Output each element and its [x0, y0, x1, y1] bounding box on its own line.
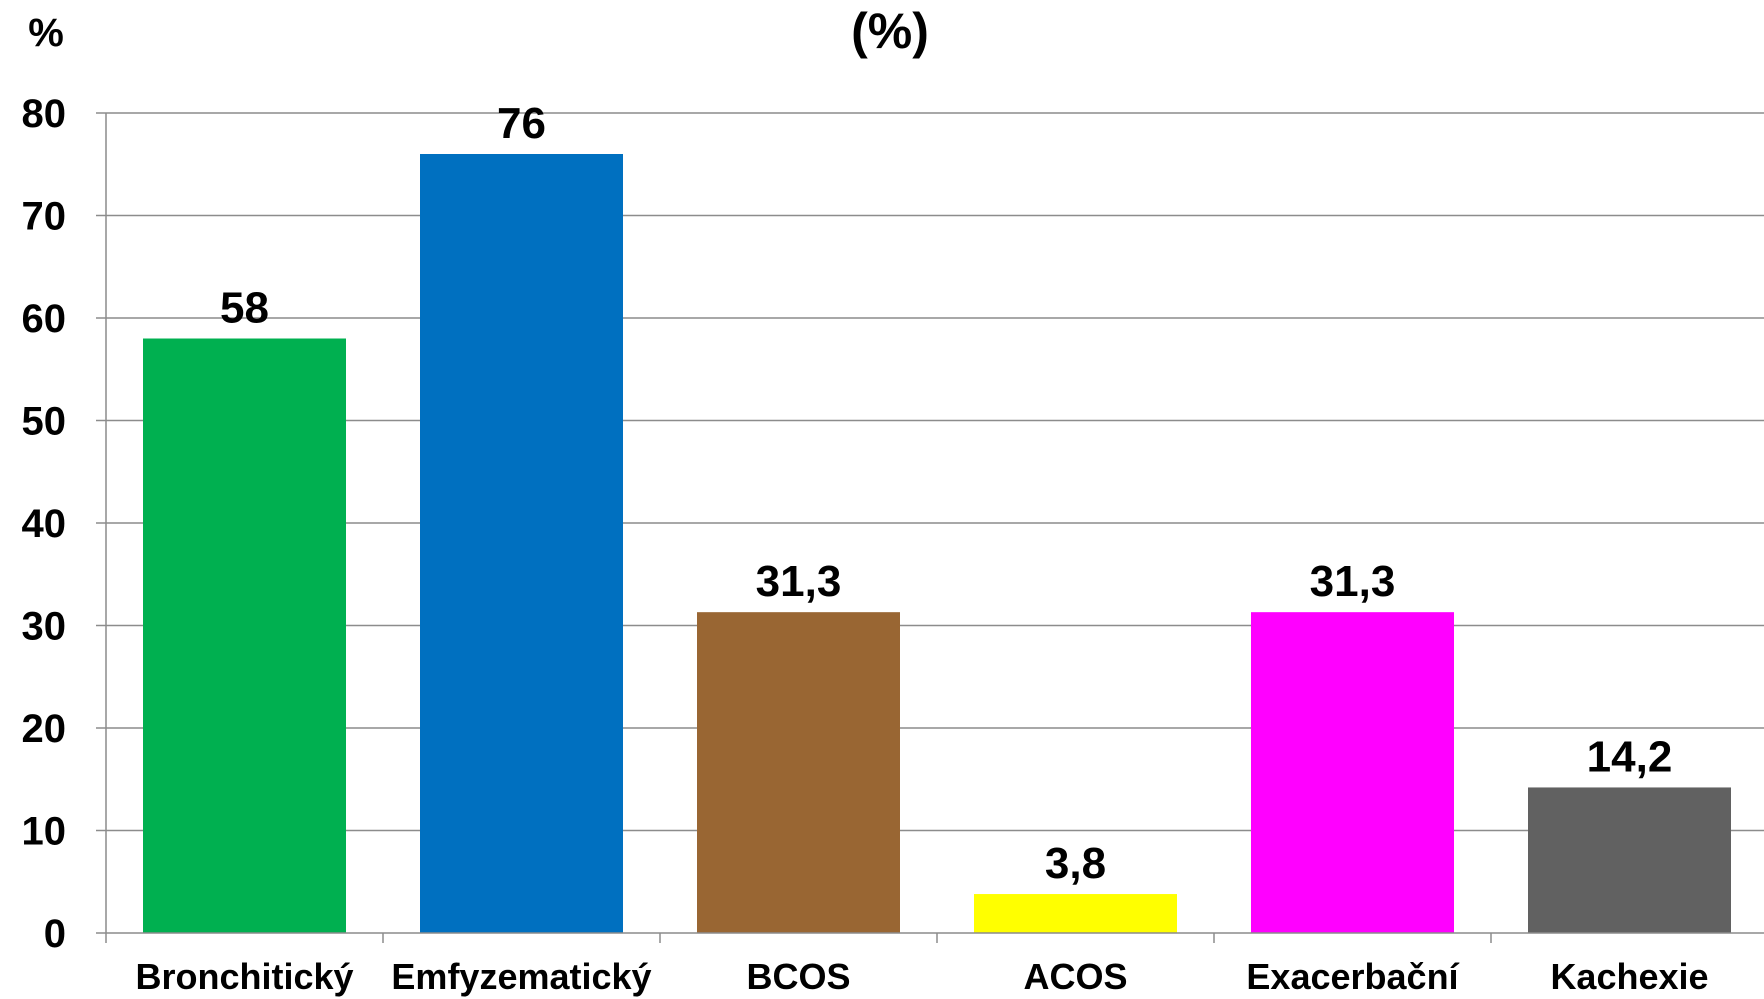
x-axis-labels: Bronchitický Emfyzematický BCOS ACOS Exacerb… — [135, 956, 1708, 997]
bar — [1251, 612, 1454, 933]
data-label: 76 — [497, 99, 546, 148]
gridlines — [106, 112, 1764, 832]
bar — [697, 612, 900, 933]
y-tick-label: 70 — [22, 195, 67, 239]
data-label: 58 — [220, 284, 269, 333]
y-tick-label: 40 — [22, 502, 67, 546]
bar — [420, 154, 623, 933]
bar — [143, 338, 346, 933]
x-tick-label: Bronchitický — [135, 956, 353, 997]
y-tick-label: 20 — [22, 707, 67, 751]
x-tick-label: Emfyzematický — [391, 956, 651, 997]
axes — [96, 112, 1764, 943]
x-tick-label: Exacerbační — [1246, 956, 1459, 997]
y-tick-label: 60 — [22, 297, 67, 341]
data-label: 31,3 — [1310, 557, 1396, 606]
y-tick-label: 0 — [44, 912, 66, 956]
y-tick-label: 30 — [22, 605, 67, 649]
x-tick-label: ACOS — [1023, 956, 1127, 997]
x-tick-label: Kachexie — [1550, 956, 1708, 997]
data-label: 14,2 — [1587, 732, 1673, 781]
bars — [143, 154, 1731, 933]
y-tick-label: 80 — [22, 92, 67, 136]
chart-title: (%) — [851, 3, 929, 59]
data-label: 31,3 — [756, 557, 842, 606]
value-labels: 58 76 31,3 3,8 31,3 14,2 — [220, 99, 1672, 888]
x-tick-label: BCOS — [746, 956, 850, 997]
y-axis-label: % — [28, 11, 64, 55]
data-label: 3,8 — [1045, 839, 1106, 888]
y-tick-label: 50 — [22, 400, 67, 444]
y-tick-label: 10 — [22, 810, 67, 854]
bar — [1528, 787, 1731, 933]
y-axis-ticks: 0 10 20 30 40 50 60 70 80 — [22, 92, 67, 956]
bar — [974, 894, 1177, 933]
